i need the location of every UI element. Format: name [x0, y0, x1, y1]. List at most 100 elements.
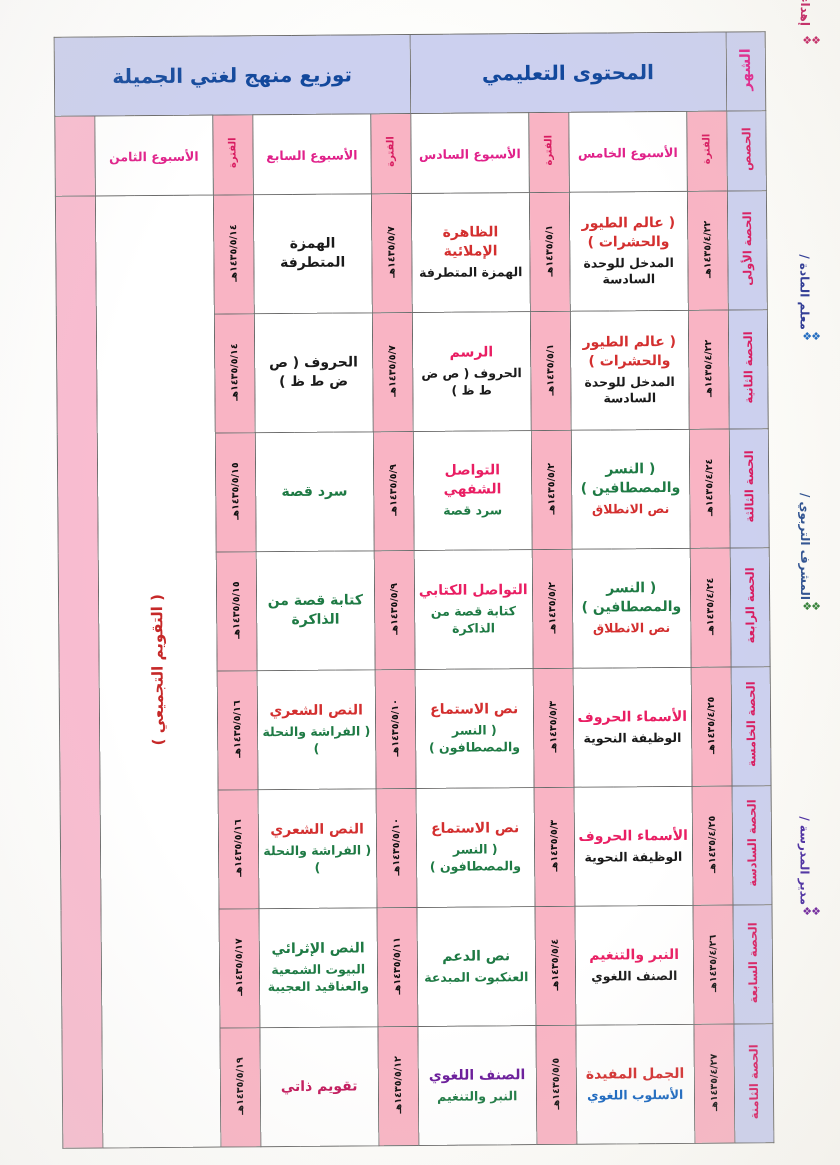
date-text: ١٤٣٥/٥/٩هـ — [388, 582, 400, 635]
lesson-primary-text: التواصل الكتابي — [418, 582, 528, 600]
date-cell-week6-s6: ١٤٣٥/٥/٣هـ — [534, 787, 575, 907]
lesson-cell-stack: ( عالم الطيور والحشرات ) المدخل للوحدة ال… — [570, 331, 688, 410]
date-cell-week5-s7: ١٤٣٥/٤/٢٦هـ — [692, 905, 734, 1025]
lesson-cell-week6-s5: نص الاستماع ( النسر والمصطافون ) — [414, 668, 535, 789]
lesson-cell-stack: سرد قصة — [256, 480, 374, 504]
lesson-cell-week6-s6: نص الاستماع ( النسر والمصطافون ) — [415, 787, 535, 908]
date-text: ١٤٣٥/٤/٢٥هـ — [706, 815, 718, 873]
date-text: ١٤٣٥/٥/١٠هـ — [390, 817, 402, 876]
supervisor-signature-label: المشرف التربوي / — [798, 492, 812, 600]
lesson-primary-text: سرد قصة — [281, 483, 348, 500]
lesson-cell-stack: الصنف اللغوي النبر والتنغيم — [418, 1064, 536, 1108]
lesson-cell-stack: ( عالم الطيور والحشرات ) المدخل للوحدة ال… — [570, 212, 688, 291]
lesson-cell-week7-s5: النص الشعري ( الفراشة والنحلة ) — [256, 669, 377, 790]
principal-signature-label: مدير المدرسة / — [798, 816, 812, 905]
date-text: ١٤٣٥/٥/١٤هـ — [227, 224, 240, 282]
lesson-cell-week7-s3: سرد قصة — [254, 431, 375, 552]
lesson-cell-stack: النص الشعري ( الفراشة والنحلة ) — [258, 818, 376, 879]
date-cell-week6-s8: ١٤٣٥/٥/٥هـ — [535, 1025, 577, 1145]
date-cell-week7-s7: ١٤٣٥/٥/١١هـ — [376, 907, 418, 1027]
lesson-secondary-text: المدخل للوحدة السادسة — [583, 254, 674, 287]
lesson-cell-stack: التواصل الكتابي كتابة قصة من الذاكرة — [414, 579, 532, 640]
title-band-side: المحتوى التعليمي — [409, 32, 727, 114]
date-cell-week7-s2: ١٤٣٥/٥/٧هـ — [372, 312, 413, 432]
period-header-week6: الفترة — [528, 112, 569, 193]
lesson-cell-week5-s1: ( عالم الطيور والحشرات ) المدخل للوحدة ال… — [568, 191, 689, 312]
date-cell-week7-s4: ١٤٣٥/٥/٩هـ — [374, 550, 415, 670]
date-text: ١٤٣٥/٤/٢٦هـ — [707, 934, 719, 992]
lesson-secondary-text: نص الانطلاق — [591, 500, 670, 517]
date-text: ١٤٣٥/٥/١٤هـ — [228, 343, 241, 401]
date-cell-week8-s2: ١٤٣٥/٥/١٤هـ — [214, 313, 255, 434]
date-text: ١٤٣٥/٥/٣هـ — [547, 700, 559, 753]
lesson-secondary-text: كتابة قصة من الذاكرة — [430, 603, 517, 636]
gift-credit-note: إهداء من المعلم / فهد الضباني — [798, 0, 812, 26]
lesson-primary-text: النص الشعري — [270, 821, 364, 839]
session-label-3: الحصة الثالثة — [728, 428, 770, 549]
lesson-cell-week5-s6: الأسماء الحروف الوظيفة النحوية — [573, 786, 693, 907]
date-cell-week7-s8: ١٤٣٥/٥/١٢هـ — [377, 1026, 419, 1146]
table-body: الحصة الأولى ١٤٣٥/٤/٢٢هـ ( عالم الطيور وال… — [55, 190, 774, 1149]
lesson-primary-text: نص الاستماع — [430, 820, 520, 838]
date-text: ١٤٣٥/٥/٧هـ — [386, 344, 398, 397]
session-label-text: الحصة الثانية — [740, 331, 756, 404]
lesson-cell-stack: ( النسر والمصطافين ) نص الانطلاق — [571, 458, 689, 521]
date-text: ١٤٣٥/٥/٧هـ — [385, 225, 398, 278]
lesson-cell-week5-s3: ( النسر والمصطافين ) نص الانطلاق — [570, 429, 691, 550]
date-text: ١٤٣٥/٥/١٦هـ — [231, 700, 243, 758]
date-text: ١٤٣٥/٥/١٠هـ — [389, 698, 401, 757]
lesson-cell-stack: النص الإثرائي البيوت الشمعية والعناقيد ال… — [259, 937, 377, 998]
right-pink-strip — [55, 195, 103, 1149]
date-cell-week5-s1: ١٤٣٥/٤/٢٢هـ — [687, 191, 728, 311]
session-label-text: الحصة السادسة — [744, 799, 760, 888]
date-text: ١٤٣٥/٤/٢٤هـ — [703, 458, 715, 516]
lesson-primary-text: الظاهرة الإملائية — [442, 224, 499, 260]
date-text: ١٤٣٥/٤/٢٥هـ — [705, 696, 717, 754]
lesson-cell-week6-s3: التواصل الشفهي سرد قصة — [412, 430, 533, 551]
lesson-secondary-text: المدخل للوحدة السادسة — [584, 373, 675, 406]
date-cell-week8-s6: ١٤٣٥/٥/١٦هـ — [218, 789, 259, 910]
date-text: ١٤٣٥/٥/١٢هـ — [392, 1055, 404, 1114]
lesson-secondary-text: البيوت الشمعية والعناقيد العجيبة — [267, 961, 370, 995]
right-margin-signatures: ❖❖ إهداء من المعلم / فهد الضباني ❖❖ معلم… — [768, 0, 838, 1165]
date-cell-week8-s3: ١٤٣٥/٥/١٥هـ — [215, 432, 256, 553]
session-label-text: الحصة السابعة — [745, 921, 761, 1003]
lesson-secondary-text: الأسلوب اللغوي — [587, 1086, 684, 1103]
diamond-ornament-icon: ❖❖ — [802, 330, 821, 343]
date-cell-week7-s6: ١٤٣٥/٥/١٠هـ — [376, 788, 417, 908]
lesson-cell-stack: النبر والتنغيم الصنف اللغوي — [575, 943, 693, 987]
lesson-cell-week5-s8: الجمل المفيدة الأسلوب اللغوي — [575, 1024, 695, 1145]
week-header-row: الحصص الفترة الأسبوع الخامس الفترة الأسب… — [54, 110, 767, 197]
lesson-secondary-text: ( النسر والمصطافون ) — [428, 722, 521, 755]
date-text: ١٤٣٥/٥/٢هـ — [546, 581, 558, 634]
lesson-cell-stack: الأسماء الحروف الوظيفة النحوية — [573, 705, 691, 749]
lesson-cell-week7-s4: كتابة قصة من الذاكرة — [255, 550, 376, 671]
lesson-cell-week6-s2: الرسم الحروف ( ص ض ط ظ ) — [411, 311, 532, 432]
lesson-cell-stack: الأسماء الحروف الوظيفة النحوية — [574, 824, 692, 868]
date-cell-week6-s4: ١٤٣٥/٥/٢هـ — [532, 549, 573, 669]
curriculum-distribution-table: الشهر المحتوى التعليمي توزيع منهج لغتي ا… — [54, 31, 775, 1149]
date-text: ١٤٣٥/٥/١٧هـ — [233, 938, 245, 996]
date-cell-week5-s6: ١٤٣٥/٤/٢٥هـ — [692, 786, 733, 906]
lesson-secondary-text: سرد قصة — [443, 502, 503, 518]
lesson-cell-stack: تقويم ذاتي — [260, 1075, 378, 1099]
week-header-8: الأسبوع الثامن — [94, 115, 214, 196]
lesson-cell-week5-s4: ( النسر والمصطافين ) نص الانطلاق — [571, 548, 692, 669]
lesson-cell-week5-s7: النبر والتنغيم الصنف اللغوي — [574, 905, 694, 1026]
lesson-cell-stack: الجمل المفيدة الأسلوب اللغوي — [576, 1062, 694, 1106]
left-margin-notes: إهداء من مدرسة حطان تشمير / توزيع منهج (… — [6, 0, 52, 1165]
lesson-primary-text: التواصل الشفهي — [443, 462, 502, 498]
date-text: ١٤٣٥/٥/٢هـ — [545, 462, 557, 515]
lesson-primary-text: الأسماء الحروف — [577, 708, 688, 726]
lesson-secondary-text: العنكبوت المبدعة — [424, 968, 529, 985]
lesson-primary-text: الجمل المفيدة — [585, 1065, 685, 1083]
lesson-primary-text: الصنف اللغوي — [428, 1066, 526, 1084]
summative-evaluation-cell: ( التقويم التجميعي ) — [94, 195, 221, 1148]
date-cell-week6-s2: ١٤٣٥/٥/١هـ — [530, 311, 571, 431]
sessions-column-header: الحصص — [726, 110, 767, 192]
week-header-6: الأسبوع السادس — [410, 112, 530, 194]
lesson-primary-text: نص الدعم — [442, 947, 511, 965]
date-cell-week6-s1: ١٤٣٥/٥/١هـ — [529, 192, 570, 312]
date-text: ١٤٣٥/٥/١٩هـ — [234, 1057, 246, 1115]
session-label-text: الحصة الثالثة — [741, 450, 757, 523]
